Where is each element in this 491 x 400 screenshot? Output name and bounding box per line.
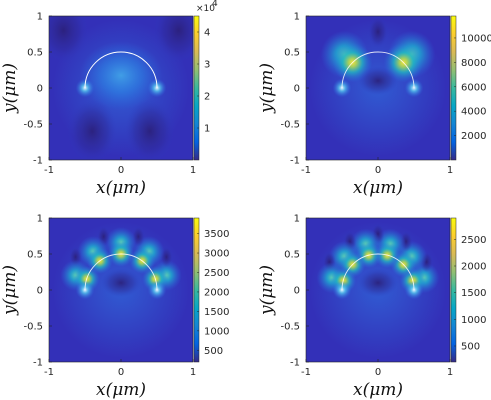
heatmap-image [306,16,450,160]
y-tick-label: -1 [290,156,300,167]
colorbar-frame [193,217,200,363]
semicircle-overlay [341,253,415,291]
y-axis-label: y(μm) [257,63,277,114]
field-center-shadow [358,268,398,298]
colorbar-tick-label: 1000 [461,315,486,326]
field-shadow [153,16,193,63]
colorbar-tick-label: 2000 [204,287,229,298]
x-tick-label: -1 [44,367,54,378]
y-tick-label: 0.5 [284,250,300,261]
colorbar-multiplier: ×10 [196,4,215,14]
x-axis-label: x(μm) [353,380,403,400]
y-tick-label: 0.5 [27,250,43,261]
colorbar-tick-label: 3 [204,60,210,71]
y-tick-label: -1 [33,358,43,369]
x-tick-label: 0 [375,165,381,176]
colorbar-tick-label: 10000 [461,33,491,44]
x-tick-label: -1 [301,165,311,176]
colorbar-tick-label: 2000 [461,131,486,142]
x-tick-label: 0 [118,367,124,378]
y-tick-label: 0 [294,84,300,95]
y-tick-label: 0.5 [284,48,300,59]
x-tick-label: -1 [44,165,54,176]
y-tick-label: 0 [37,84,43,95]
x-tick-label: 0 [375,367,381,378]
y-tick-label: 0 [294,286,300,297]
heatmap-image [306,218,450,362]
colorbar-tick-label: 3000 [204,249,229,260]
semicircle-overlay [84,51,158,89]
colorbar [194,218,199,362]
colorbar-tick-label: 1500 [461,288,486,299]
colorbar-frame [450,217,457,363]
x-tick-label: 1 [190,367,196,378]
field-shadow [49,16,89,63]
colorbar-tick-label: 1 [204,124,210,135]
colorbar [451,218,456,362]
field-shadow [124,98,175,160]
field-shadow [67,98,118,160]
x-axis-label: x(μm) [96,178,146,198]
colorbar-tick-label: 500 [204,346,223,357]
colorbar-tick-label: 2500 [461,235,486,246]
colorbar [451,16,456,160]
colorbar-frame [450,15,457,161]
colorbar-frame [193,15,200,161]
y-tick-label: -1 [33,156,43,167]
colorbar [194,16,199,160]
y-tick-label: 0.5 [27,48,43,59]
x-tick-label: 1 [447,367,453,378]
x-tick-label: -1 [301,367,311,378]
y-tick-label: -0.5 [280,322,300,333]
panel-2: -1 0 1 1 0.5 0 -0.5 -1 x(μm) y(μm) 10000 8000 6000 40… [257,12,491,199]
y-tick-label: -1 [290,358,300,369]
colorbar-tick-label: 1500 [204,307,229,318]
colorbar-tick-label: 2500 [204,268,229,279]
semicircle-overlay [84,253,158,291]
colorbar-tick-label: 2 [204,92,210,103]
colorbar-tick-label: 500 [461,342,480,353]
colorbar-tick-label: 6000 [461,82,486,93]
y-tick-label: 0 [37,286,43,297]
colorbar-tick-label: 3500 [204,229,229,240]
colorbar-tick-label: 8000 [461,58,486,69]
field-node [368,16,388,48]
colorbar-tick-label: 4 [204,28,210,39]
y-axis-label: y(μm) [257,265,277,316]
y-tick-label: 1 [37,12,43,23]
y-tick-label: 1 [37,214,43,225]
y-tick-label: -0.5 [23,120,43,131]
field-center-shadow [101,268,141,298]
heatmap-image [49,16,193,160]
x-tick-label: 0 [118,165,124,176]
y-axis-label: y(μm) [0,265,20,316]
colorbar-tick-label: 4000 [461,107,486,118]
y-tick-label: -0.5 [280,120,300,131]
colorbar-exponent: 4 [212,0,218,9]
y-tick-label: -0.5 [23,322,43,333]
y-axis-label: y(μm) [0,63,20,114]
heatmap-image [49,218,193,362]
panel-4: -1 0 1 1 0.5 0 -0.5 -1 x(μm) y(μm) 2500 2000 1500 100… [257,214,486,400]
x-tick-label: 1 [190,165,196,176]
semicircle-overlay [341,51,415,89]
y-tick-label: 1 [294,12,300,23]
x-tick-label: 1 [447,165,453,176]
x-axis-label: x(μm) [353,178,403,198]
y-tick-label: 1 [294,214,300,225]
field-center-shadow [358,66,398,96]
x-axis-label: x(μm) [96,380,146,400]
colorbar-tick-label: 2000 [461,262,486,273]
colorbar-tick-label: 1000 [204,326,229,337]
panel-3: -1 0 1 1 0.5 0 -0.5 -1 x(μm) y(μm) 3500 3000 2500 200… [0,214,229,400]
